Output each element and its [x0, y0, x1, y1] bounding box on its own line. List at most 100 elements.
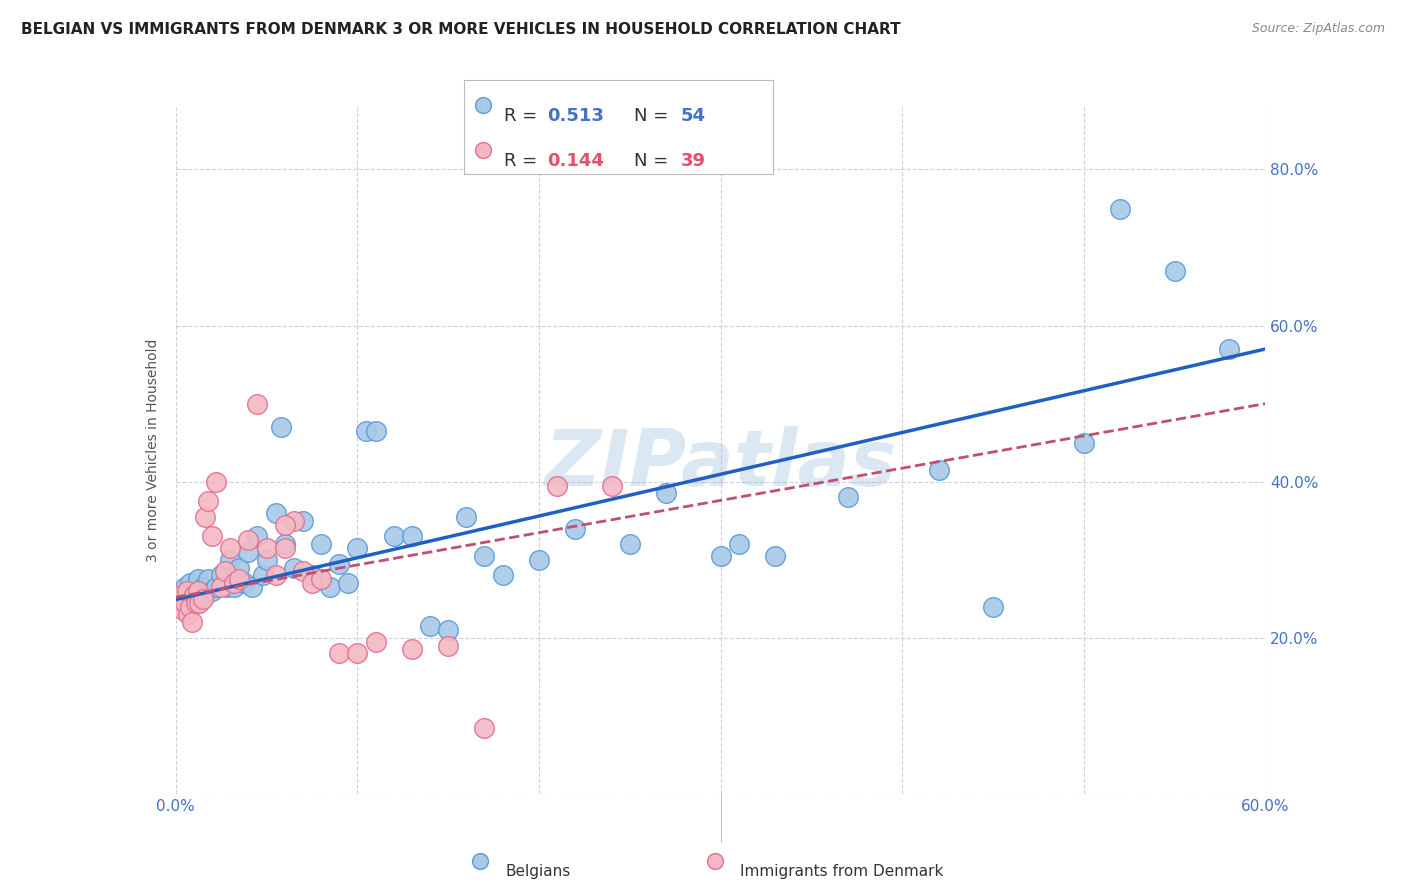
Point — [928, 463, 950, 477]
Point — [1163, 264, 1185, 278]
Point — [291, 514, 314, 528]
Point — [471, 97, 494, 112]
Point — [727, 537, 749, 551]
Point — [319, 580, 342, 594]
Point — [240, 580, 263, 594]
Point — [184, 596, 207, 610]
Point — [546, 478, 568, 492]
Point — [474, 549, 496, 563]
Point — [252, 568, 274, 582]
Point — [172, 603, 194, 617]
Text: R =: R = — [505, 152, 543, 169]
Point — [437, 639, 460, 653]
Point — [201, 529, 224, 543]
Point — [600, 478, 623, 492]
Point — [204, 475, 226, 489]
Point — [222, 576, 245, 591]
Point — [209, 568, 232, 582]
Point — [704, 854, 727, 868]
Point — [527, 552, 550, 567]
Point — [981, 599, 1004, 614]
Point — [1109, 202, 1132, 216]
Point — [301, 568, 323, 582]
Point — [382, 529, 405, 543]
Text: N =: N = — [634, 106, 673, 125]
Y-axis label: 3 or more Vehicles in Household: 3 or more Vehicles in Household — [146, 339, 160, 562]
Point — [356, 424, 378, 438]
Point — [186, 572, 209, 586]
Point — [346, 541, 368, 555]
Point — [183, 588, 205, 602]
Point — [309, 572, 332, 586]
Point — [270, 420, 292, 434]
Point — [470, 854, 492, 868]
Point — [419, 619, 441, 633]
Point — [437, 623, 460, 637]
Point — [337, 576, 360, 591]
Point — [655, 486, 678, 500]
Point — [173, 580, 195, 594]
Text: 0.144: 0.144 — [547, 152, 605, 169]
Point — [222, 580, 245, 594]
Point — [179, 599, 201, 614]
Point — [763, 549, 786, 563]
Point — [176, 583, 198, 598]
Point — [256, 552, 278, 567]
Point — [328, 646, 350, 660]
Point — [619, 537, 641, 551]
Point — [246, 529, 269, 543]
Point — [228, 560, 250, 574]
Point — [197, 494, 219, 508]
Point — [301, 576, 323, 591]
Text: Immigrants from Denmark: Immigrants from Denmark — [740, 863, 943, 879]
Text: Belgians: Belgians — [505, 863, 571, 879]
Point — [204, 580, 226, 594]
Point — [177, 607, 200, 622]
Point — [274, 517, 297, 532]
Point — [219, 552, 242, 567]
Point — [238, 545, 260, 559]
Point — [191, 580, 214, 594]
Point — [186, 583, 209, 598]
Point — [246, 396, 269, 410]
Point — [194, 509, 217, 524]
Point — [1218, 342, 1240, 356]
Point — [201, 583, 224, 598]
Text: 0.513: 0.513 — [547, 106, 605, 125]
Point — [194, 588, 217, 602]
Point — [283, 514, 305, 528]
Point — [364, 634, 387, 648]
Point — [364, 424, 387, 438]
Point — [291, 565, 314, 579]
Point — [188, 596, 211, 610]
Point — [191, 591, 214, 606]
Text: 39: 39 — [681, 152, 706, 169]
Point — [274, 541, 297, 555]
Point — [471, 143, 494, 157]
Point — [474, 721, 496, 735]
Point — [264, 568, 287, 582]
Point — [183, 583, 205, 598]
Text: 54: 54 — [681, 106, 706, 125]
Point — [328, 557, 350, 571]
Text: N =: N = — [634, 152, 673, 169]
Point — [179, 576, 201, 591]
Point — [181, 615, 204, 630]
Point — [492, 568, 515, 582]
Text: Source: ZipAtlas.com: Source: ZipAtlas.com — [1251, 22, 1385, 36]
Point — [564, 521, 586, 535]
Point — [173, 596, 195, 610]
Point — [346, 646, 368, 660]
Point — [710, 549, 733, 563]
Point — [228, 572, 250, 586]
Point — [214, 565, 236, 579]
Point — [197, 572, 219, 586]
Text: BELGIAN VS IMMIGRANTS FROM DENMARK 3 OR MORE VEHICLES IN HOUSEHOLD CORRELATION C: BELGIAN VS IMMIGRANTS FROM DENMARK 3 OR … — [21, 22, 901, 37]
Point — [1073, 435, 1095, 450]
Point — [215, 580, 238, 594]
Text: ZIPatlas: ZIPatlas — [544, 426, 897, 502]
Point — [401, 642, 423, 657]
Point — [264, 506, 287, 520]
Point — [837, 490, 859, 504]
Point — [456, 509, 478, 524]
